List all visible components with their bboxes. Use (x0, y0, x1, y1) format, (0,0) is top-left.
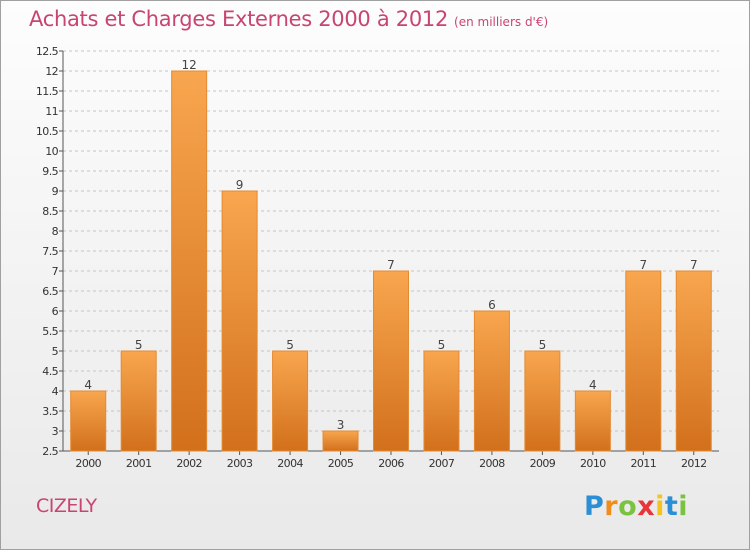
y-tick-label: 5.5 (42, 325, 58, 338)
logo-letter: o (618, 491, 638, 522)
chart-subtitle: (en milliers d'€) (454, 15, 549, 29)
bar-value-label: 5 (438, 338, 446, 352)
bar (423, 350, 460, 452)
y-tick-label: 3 (52, 425, 59, 438)
x-tick-label: 2004 (277, 457, 303, 470)
y-tick-label: 10 (45, 145, 58, 158)
x-tick-label: 2006 (378, 457, 404, 470)
y-tick-label: 6 (52, 305, 59, 318)
bar-value-label: 7 (639, 258, 647, 272)
bar-value-label: 7 (690, 258, 698, 272)
bar (272, 350, 309, 452)
bar (373, 270, 409, 452)
x-tick-label: 2008 (479, 457, 505, 470)
logo-letter: r (604, 491, 619, 522)
y-tick-label: 3.5 (42, 405, 58, 418)
y-tick-label: 9 (52, 185, 59, 198)
x-tick-label: 2012 (681, 457, 707, 470)
y-tick-label: 7 (52, 265, 59, 278)
bar (322, 430, 359, 452)
y-tick-label: 8 (52, 225, 59, 238)
title-text: Achats et Charges Externes 2000 à 2012 (29, 7, 449, 31)
bar-value-label: 5 (539, 338, 547, 352)
bar-value-label: 7 (387, 258, 395, 272)
bar (171, 70, 208, 452)
bar-value-label: 3 (337, 418, 345, 432)
bar-value-label: 5 (286, 338, 294, 352)
y-tick-label: 11 (45, 105, 58, 118)
x-tick-label: 2011 (631, 457, 657, 470)
logo-letter: P (584, 491, 605, 522)
commune-name: CIZELY (36, 495, 97, 517)
y-tick-label: 6.5 (42, 285, 58, 298)
bar (574, 390, 611, 452)
bar-value-label: 4 (589, 378, 597, 392)
y-tick-label: 2.5 (42, 445, 58, 458)
bar (120, 350, 157, 452)
chart-title: Achats et Charges Externes 2000 à 2012 (e… (29, 7, 548, 31)
bar (625, 270, 662, 452)
y-tick-label: 5 (52, 345, 59, 358)
y-tick-label: 9.5 (42, 165, 58, 178)
x-tick-label: 2001 (126, 457, 152, 470)
y-tick-label: 4 (52, 385, 59, 398)
y-tick-label: 7.5 (42, 245, 58, 258)
y-tick-label: 12 (45, 65, 58, 78)
bar-value-label: 4 (84, 378, 92, 392)
y-tick-label: 4.5 (42, 365, 58, 378)
logo-letter: x (637, 491, 656, 522)
x-tick-label: 2000 (75, 457, 101, 470)
bar (221, 190, 258, 452)
x-tick-label: 2007 (429, 457, 455, 470)
bar (473, 310, 510, 452)
bar-value-label: 6 (488, 298, 496, 312)
bar (524, 350, 561, 452)
y-tick-label: 12.5 (36, 45, 59, 58)
labels: 2.5 3 3.5 4 4.5 5 5.5 6 6.5 7 7.5 8 8.5 9 9.5 10 10.5 11 1… (36, 45, 707, 470)
x-tick-label: 2010 (580, 457, 606, 470)
logo-letter: t (664, 491, 679, 522)
bar-value-label: 12 (182, 58, 197, 72)
bar-value-label: 5 (135, 338, 143, 352)
y-tick-label: 11.5 (36, 85, 59, 98)
bar-value-label: 9 (236, 178, 244, 192)
bar (70, 390, 107, 452)
y-tick-label: 10.5 (36, 125, 59, 138)
y-tick-label: 8.5 (42, 205, 58, 218)
logo-letter: i (678, 491, 689, 522)
logo-letter: i (655, 491, 665, 522)
x-tick-label: 2009 (530, 457, 556, 470)
x-tick-label: 2002 (176, 457, 202, 470)
x-tick-label: 2005 (328, 457, 354, 470)
proxiti-logo[interactable]: Proxiti (584, 491, 688, 522)
bar (675, 270, 712, 452)
x-tick-label: 2003 (227, 457, 253, 470)
bars (70, 70, 712, 452)
